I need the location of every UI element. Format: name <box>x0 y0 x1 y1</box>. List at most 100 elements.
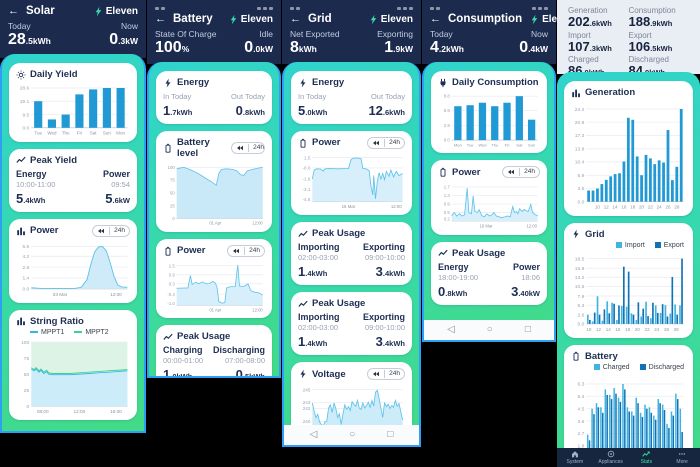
back-icon[interactable]: ← <box>430 12 441 25</box>
card-title: Energy <box>312 77 345 88</box>
daily-yield-chart: 0.0 9.5 19.1 28.6 Tue Wed Thu Fri Sat Sun Mon <box>20 86 128 136</box>
svg-text:0.0: 0.0 <box>578 199 585 205</box>
rewind-icon[interactable] <box>368 138 386 147</box>
peak-charging: Charging 00:00-01:00 1.0kWh <box>163 345 204 378</box>
peak-energy: Energy 18:00-19:00 0.8kWh <box>438 261 479 299</box>
summary-consumption: Consumption 188.9kWh <box>628 6 676 29</box>
consumption-body: Daily Consumption 0.0 2.9 5.9 8.8 Mon Tue Wed T… <box>422 62 556 342</box>
eleven-logo-icon <box>230 14 236 24</box>
consumption-power-card: Power 24h 0.2 0.5 0.9 1.3 1.7 16 Mar 12:00 <box>431 160 547 235</box>
svg-text:2.6: 2.6 <box>578 312 585 318</box>
svg-text:20: 20 <box>639 205 645 210</box>
range-toggle[interactable]: 24h <box>502 166 540 179</box>
svg-text:12: 12 <box>596 327 602 332</box>
android-back-button[interactable]: ◁ <box>447 324 455 335</box>
eleven-logo-icon <box>370 14 376 24</box>
android-recents-button[interactable]: □ <box>524 324 531 335</box>
consumption-power-chart: 0.2 0.5 0.9 1.3 1.7 16 Mar 12:00 <box>444 185 538 229</box>
battery-icon <box>438 167 448 177</box>
svg-text:10.6: 10.6 <box>575 284 585 290</box>
brand-name: Eleven <box>380 13 413 25</box>
rewind-icon[interactable] <box>228 246 246 255</box>
range-24h[interactable]: 24h <box>249 246 260 254</box>
battery-power-card: Power 24h -1.0 -0.4 0.3 0.9 1.5 01 Apr 12:00 <box>156 238 272 319</box>
status-bar <box>290 5 413 11</box>
back-icon[interactable]: ← <box>8 4 19 17</box>
svg-text:08:00: 08:00 <box>37 409 49 414</box>
header-stat-exporting: Exporting 1.9kW <box>377 29 413 56</box>
svg-text:01 Apr: 01 Apr <box>209 221 222 226</box>
eleven-logo: Eleven <box>368 14 413 25</box>
range-24h[interactable]: 24h <box>253 144 265 152</box>
range-24h[interactable]: 24h <box>389 370 400 378</box>
rewind-icon[interactable] <box>368 370 386 378</box>
svg-text:Wed: Wed <box>478 142 486 147</box>
battery-icon <box>163 143 173 153</box>
svg-text:0: 0 <box>172 216 175 221</box>
svg-text:17.3: 17.3 <box>575 133 585 139</box>
energy-card: Energy In Today 1.7kWh Out Today 0.8kWh <box>156 71 272 124</box>
brand-name: Eleven <box>105 5 138 17</box>
back-icon[interactable]: ← <box>290 12 301 25</box>
rewind-icon[interactable] <box>232 143 250 152</box>
svg-text:18: 18 <box>630 205 636 210</box>
svg-text:16: 16 <box>621 205 627 210</box>
nav-item-appliances[interactable]: Appliances <box>593 448 629 467</box>
range-24h[interactable]: 24h <box>114 226 125 234</box>
svg-text:Tue: Tue <box>34 131 42 136</box>
rewind-icon[interactable] <box>503 168 521 177</box>
peak-importing: Importing 02:00-03:00 1.4kWh <box>298 312 340 350</box>
nav-item-more[interactable]: More <box>664 448 700 467</box>
svg-text:26: 26 <box>664 327 670 332</box>
eleven-logo: Eleven <box>93 6 138 17</box>
android-back-button[interactable]: ◁ <box>309 429 318 440</box>
svg-text:240: 240 <box>303 419 311 424</box>
range-24h[interactable]: 24h <box>524 168 535 176</box>
svg-text:5.5: 5.5 <box>22 244 29 250</box>
range-24h[interactable]: 24h <box>389 139 400 146</box>
energy-out: Out Today 12.6kWh <box>368 92 405 118</box>
svg-text:Sat: Sat <box>516 142 523 147</box>
generation-chart: 0.03.56.910.413.817.320.824.210 12 14 16 18 2… <box>575 107 684 210</box>
sun-icon <box>16 70 26 80</box>
energy-out: Out Today 0.8kWh <box>230 92 265 118</box>
back-icon[interactable]: ← <box>155 12 166 25</box>
range-toggle[interactable]: 24h <box>231 142 265 154</box>
android-home-button[interactable]: ○ <box>486 324 493 335</box>
range-toggle[interactable]: 24h <box>227 244 265 257</box>
card-title: Peak Usage <box>312 298 366 310</box>
bar-chart-icon <box>571 88 581 98</box>
battery-level-card: Battery level 24h 0 25 50 75 100 01 Apr 12:00 <box>156 131 272 232</box>
android-recents-button[interactable]: □ <box>387 429 394 440</box>
svg-text:3.5: 3.5 <box>578 186 585 192</box>
summary-generation: Generation 202.6kWh <box>568 6 612 29</box>
peak-power: Power 09:54 5.6kW <box>102 168 130 206</box>
solar-power-card: Power 24h 0.0 1.4 2.8 4.2 5.5 03 Mar 12:00 <box>9 218 137 303</box>
battery-header: ← Battery Eleven State Of Charge 100% Id… <box>147 0 281 64</box>
header-stat-now: Now 0.3kW <box>109 21 138 48</box>
svg-text:2.8: 2.8 <box>22 265 29 271</box>
rewind-icon[interactable] <box>93 226 111 235</box>
range-toggle[interactable]: 24h <box>92 224 130 237</box>
bottom-nav: System Appliances Stats More <box>557 448 700 467</box>
daily-consumption-chart: 0.0 2.9 5.9 8.8 Mon Tue Wed Thu Fri Sat Sun <box>444 94 538 147</box>
svg-text:24: 24 <box>657 205 663 210</box>
battery-screen: ← Battery Eleven State Of Charge 100% Id… <box>147 0 281 378</box>
svg-text:22: 22 <box>645 327 651 332</box>
svg-text:25: 25 <box>170 203 175 208</box>
card-title: Battery level <box>177 137 210 159</box>
svg-text:75: 75 <box>24 356 30 362</box>
header-stat-idle: Idle 0.0kW <box>244 29 273 56</box>
android-home-button[interactable]: ○ <box>349 429 356 440</box>
svg-text:3.6: 3.6 <box>578 419 585 425</box>
range-toggle[interactable]: 24h <box>367 368 405 380</box>
range-toggle[interactable]: 24h <box>367 137 405 149</box>
header-stat-today: Today 28.5kWh <box>8 21 51 48</box>
svg-text:12:00: 12:00 <box>252 307 263 312</box>
nav-item-system[interactable]: System <box>557 448 593 467</box>
svg-text:28: 28 <box>674 327 680 332</box>
svg-text:Wed: Wed <box>47 131 57 136</box>
svg-text:28: 28 <box>674 205 680 210</box>
nav-item-stats[interactable]: Stats <box>629 448 665 467</box>
bar-chart-icon <box>16 226 26 236</box>
